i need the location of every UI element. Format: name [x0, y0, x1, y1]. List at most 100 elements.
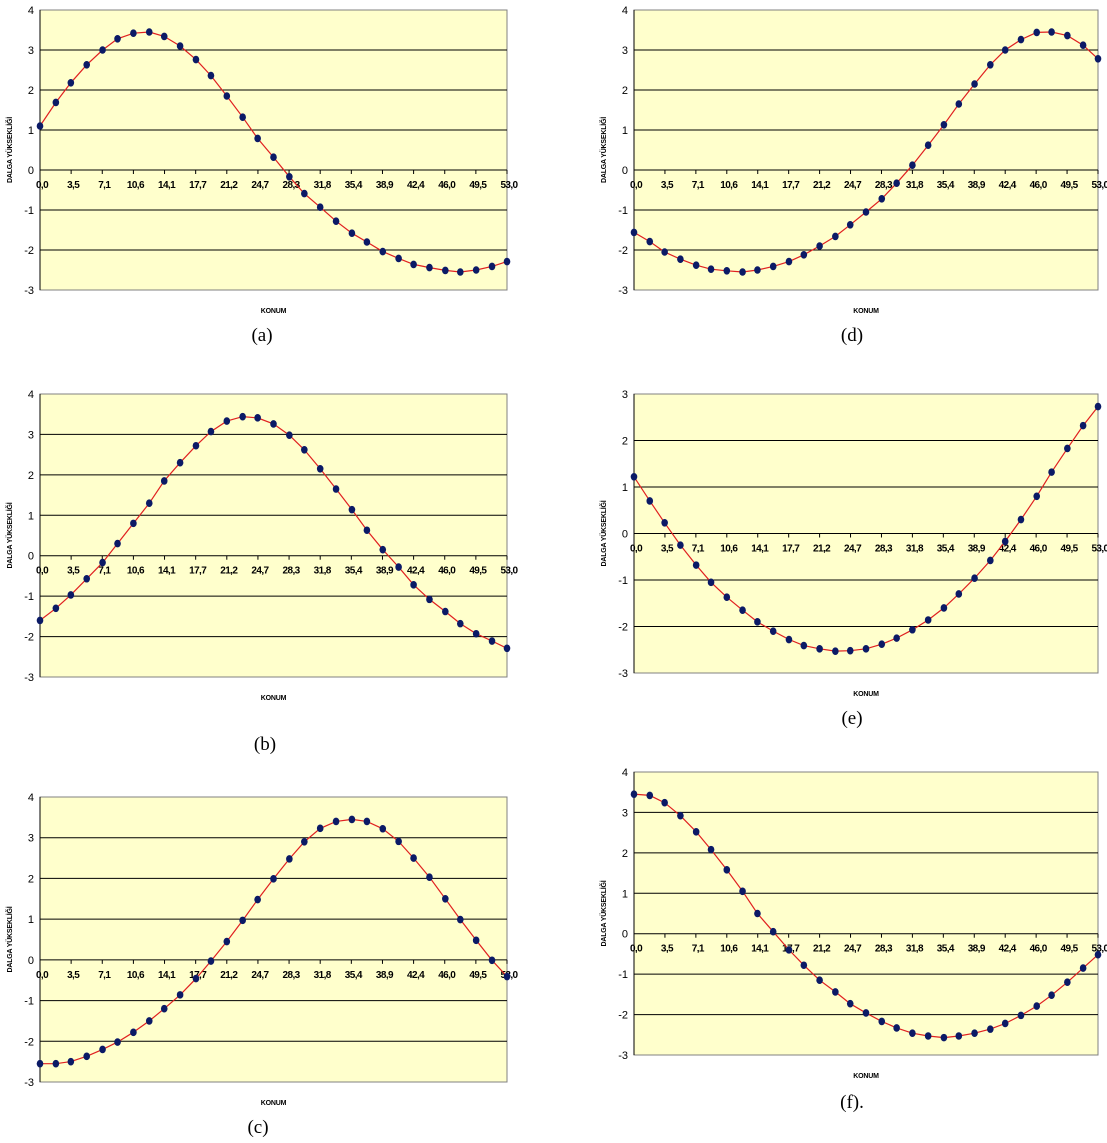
- data-point: [176, 991, 184, 999]
- data-point: [1094, 402, 1102, 411]
- y-axis-label: DALGA YÜKSEKLİĞİ: [5, 117, 14, 183]
- y-axis-label: DALGA YÜKSEKLİĞİ: [5, 906, 14, 972]
- data-point: [160, 1004, 168, 1013]
- x-tick-label: 17,7: [782, 544, 800, 555]
- data-point: [1017, 515, 1025, 524]
- data-point: [862, 1009, 870, 1017]
- x-tick-label: 31,8: [906, 944, 924, 955]
- data-point: [661, 519, 668, 527]
- data-point: [646, 791, 654, 800]
- x-tick-label: 49,5: [1061, 944, 1079, 955]
- x-tick-label: 46,0: [438, 970, 456, 981]
- x-tick-label: 53,0: [500, 566, 518, 577]
- x-tick-label: 35,4: [345, 970, 363, 981]
- data-point: [145, 1017, 153, 1025]
- data-point: [130, 1028, 137, 1037]
- data-point: [909, 625, 916, 634]
- data-point: [36, 616, 44, 625]
- data-point: [1079, 964, 1087, 972]
- x-tick-label: 38,9: [968, 944, 986, 955]
- data-point: [286, 431, 293, 440]
- x-tick-label: 10,6: [127, 180, 145, 191]
- x-tick-label: 24,7: [251, 180, 269, 191]
- x-tick-label: 35,4: [937, 544, 955, 555]
- data-point: [692, 561, 700, 569]
- data-point: [99, 558, 106, 567]
- data-point: [723, 267, 731, 275]
- x-tick-label: 21,2: [813, 180, 831, 191]
- y-tick-label: -1: [618, 205, 628, 217]
- y-tick-label: 3: [28, 429, 34, 441]
- x-tick-label: 49,5: [469, 180, 487, 191]
- x-tick-label: 31,8: [314, 180, 332, 191]
- x-tick-label: 46,0: [1030, 544, 1048, 555]
- y-axis-label: DALGA YÜKSEKLİĞİ: [599, 500, 608, 566]
- data-point: [878, 640, 886, 648]
- data-point: [348, 229, 356, 237]
- x-tick-label: 49,5: [1061, 544, 1079, 555]
- plot-area: [39, 393, 508, 678]
- data-point: [785, 946, 793, 954]
- x-tick-label: 10,6: [720, 944, 738, 955]
- x-tick-label: 21,2: [220, 180, 238, 191]
- data-point: [630, 472, 638, 481]
- data-point: [332, 217, 340, 225]
- x-tick-label: 7,1: [692, 544, 705, 555]
- data-point: [192, 974, 200, 983]
- data-point: [239, 412, 246, 421]
- data-point: [955, 1032, 963, 1040]
- data-point: [207, 71, 215, 80]
- data-point: [1048, 28, 1055, 36]
- y-tick-label: 2: [28, 470, 34, 482]
- x-tick-label: 38,9: [968, 544, 986, 555]
- x-tick-label: 35,4: [937, 180, 955, 191]
- data-point: [924, 616, 932, 624]
- x-axis-label: KONUM: [853, 1073, 879, 1080]
- y-tick-label: 3: [622, 807, 628, 819]
- x-tick-label: 28,3: [875, 544, 893, 555]
- y-tick-label: -3: [618, 285, 628, 297]
- data-point: [1033, 28, 1041, 37]
- data-point: [363, 526, 371, 535]
- data-point: [36, 122, 44, 130]
- data-point: [1001, 1019, 1009, 1028]
- data-point: [254, 895, 261, 904]
- x-tick-label: 14,1: [751, 544, 769, 555]
- data-point: [862, 645, 870, 653]
- y-tick-label: -1: [618, 969, 628, 981]
- y-tick-label: 0: [28, 955, 34, 967]
- data-point: [878, 1017, 886, 1026]
- data-point: [661, 798, 668, 807]
- caption-e: (e): [841, 708, 863, 729]
- data-point: [145, 28, 153, 36]
- data-point: [769, 627, 777, 635]
- data-point: [472, 936, 480, 945]
- data-point: [1079, 41, 1087, 49]
- x-tick-label: 42,4: [407, 180, 425, 191]
- y-tick-label: 1: [28, 125, 34, 137]
- data-point: [114, 1038, 121, 1046]
- data-point: [646, 237, 654, 246]
- x-tick-label: 10,6: [720, 180, 738, 191]
- plot-area: [633, 9, 1099, 291]
- plot-area: [39, 796, 508, 1083]
- x-tick-label: 28,3: [283, 970, 301, 981]
- data-point: [1064, 978, 1071, 987]
- x-axis-label: KONUM: [261, 695, 287, 702]
- data-point: [1048, 468, 1055, 476]
- data-point: [67, 1057, 75, 1066]
- data-point: [160, 477, 168, 485]
- data-point: [987, 556, 994, 565]
- data-point: [707, 265, 715, 274]
- y-tick-label: -3: [618, 1050, 628, 1062]
- x-tick-label: 3,5: [661, 180, 674, 191]
- y-tick-label: 2: [622, 85, 628, 97]
- data-point: [1079, 421, 1087, 430]
- data-point: [677, 541, 684, 549]
- x-tick-label: 53,0: [500, 180, 518, 191]
- x-tick-label: 7,1: [692, 180, 705, 191]
- data-point: [924, 141, 932, 149]
- data-point: [426, 263, 433, 272]
- data-point: [832, 232, 839, 241]
